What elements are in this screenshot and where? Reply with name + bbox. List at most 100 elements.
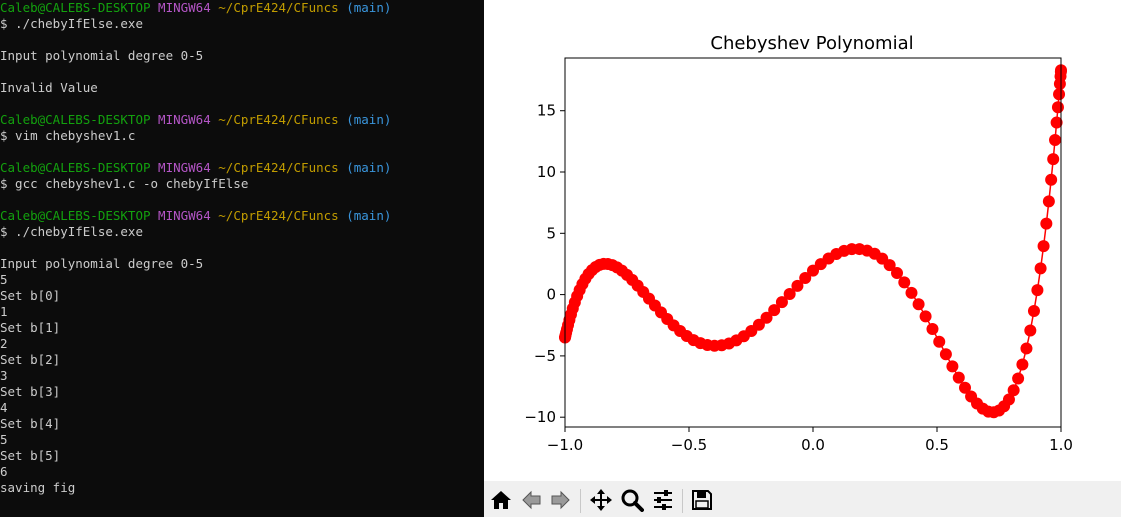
plot-toolbar [484,481,1121,517]
terminal-line [0,96,391,112]
zoom-button[interactable] [617,485,647,515]
terminal-line: Set b[5] [0,448,391,464]
terminal-line: 1 [0,304,391,320]
axes: −1.0 −0.5 0.0 0.5 1.0 −10 −5 0 5 10 15 [524,102,1073,454]
data-point [1051,101,1064,114]
data-point [1049,133,1062,146]
data-point [1047,153,1060,166]
data-point [1034,262,1047,275]
save-button[interactable] [687,485,717,515]
prompt-path: ~/CprE424/CFuncs [218,160,339,175]
y-tick-label: 0 [546,286,556,304]
prompt-path: ~/CprE424/CFuncs [218,208,339,223]
terminal-text [151,208,159,223]
terminal-text: saving fig [0,480,76,495]
terminal-text: $ gcc chebyshev1.c -o chebyIfElse [0,176,249,191]
configure-subplots-button[interactable] [648,485,678,515]
terminal-line: Set b[2] [0,352,391,368]
terminal-text: 4 [0,400,8,415]
data-point [939,348,952,361]
terminal-text: Set b[3] [0,384,61,399]
prompt-host: MINGW64 [158,160,211,175]
arrow-right-icon [551,490,570,510]
prompt-user: Caleb@CALEBS-DESKTOP [0,208,151,223]
terminal-text: 6 [0,464,8,479]
terminal-text [151,0,159,15]
terminal-line: Set b[1] [0,320,391,336]
data-point [898,276,911,289]
toolbar-separator [682,489,683,513]
terminal-text: Input polynomial degree 0-5 [0,48,204,63]
terminal-line: Caleb@CALEBS-DESKTOP MINGW64 ~/CprE424/C… [0,0,391,16]
chebyshev-plot: Chebyshev Polynomial −1.0 −0.5 0.0 0.5 1.0−1… [524,33,1073,454]
axes-frame [564,57,1062,428]
terminal-text: 5 [0,432,8,447]
prompt-path: ~/CprE424/CFuncs [218,112,339,127]
terminal-line: 4 [0,400,391,416]
terminal-text: 5 [0,272,8,287]
y-tick-label: 10 [537,163,556,181]
terminal-line: 6 [0,464,391,480]
data-point [952,371,965,384]
data-point [1027,304,1040,317]
data-point [1037,240,1050,253]
figure-window: Chebyshev Polynomial −1.0 −0.5 0.0 0.5 1.0 −1… [484,0,1121,517]
data-point [799,272,812,285]
terminal-text [151,160,159,175]
x-tick-label: −1.0 [547,436,583,454]
prompt-branch: (main) [346,112,392,127]
data-point [1007,384,1020,397]
terminal-line: 5 [0,272,391,288]
terminal-text: Set b[0] [0,288,61,303]
home-button[interactable] [486,485,516,515]
terminal-text: Set b[2] [0,352,61,367]
terminal-text: 3 [0,368,8,383]
terminal-line: Input polynomial degree 0-5 [0,256,391,272]
terminal-line: Invalid Value [0,80,391,96]
terminal-text: $ ./chebyIfElse.exe [0,224,143,239]
terminal-line: $ ./chebyIfElse.exe [0,16,391,32]
prompt-host: MINGW64 [158,112,211,127]
move-icon [590,489,612,511]
data-point [1002,393,1015,406]
y-tick-label: 5 [546,224,556,242]
prompt-host: MINGW64 [158,0,211,15]
terminal-line: Input polynomial degree 0-5 [0,48,391,64]
forward-button[interactable] [546,485,576,515]
terminal-line: 5 [0,432,391,448]
data-point [1024,324,1037,337]
data-point [959,381,971,394]
data-point [905,286,918,299]
floppy-disk-icon [692,490,712,510]
terminal-text: Set b[1] [0,320,61,335]
terminal-text [151,112,159,127]
terminal-line: 2 [0,336,391,352]
prompt-branch: (main) [346,0,392,15]
data-point [926,323,939,336]
x-tick-label: 0.0 [801,436,825,454]
home-icon [491,491,511,509]
data-point [1045,173,1058,186]
terminal-line: $ gcc chebyshev1.c -o chebyIfElse [0,176,391,192]
data-point [1042,195,1055,208]
data-point [768,304,781,317]
terminal-line: Set b[0] [0,288,391,304]
terminal-text: $ ./chebyIfElse.exe [0,16,143,31]
terminal-text: 2 [0,336,8,351]
x-tick-label: −0.5 [671,436,707,454]
back-button[interactable] [516,485,546,515]
pan-button[interactable] [586,485,616,515]
terminal-text: Set b[5] [0,448,61,463]
y-tick-label: 15 [537,102,556,120]
data-point [1053,88,1066,101]
terminal-line [0,32,391,48]
data-point [1020,342,1033,355]
data-point [1040,217,1053,230]
terminal-line: 3 [0,368,391,384]
terminal-line [0,240,391,256]
data-point [1012,372,1025,385]
series-chebyshev [559,64,1067,419]
prompt-user: Caleb@CALEBS-DESKTOP [0,112,151,127]
terminal-text: Invalid Value [0,80,98,95]
terminal-window[interactable]: Caleb@CALEBS-DESKTOP MINGW64 ~/CprE424/C… [0,0,484,517]
